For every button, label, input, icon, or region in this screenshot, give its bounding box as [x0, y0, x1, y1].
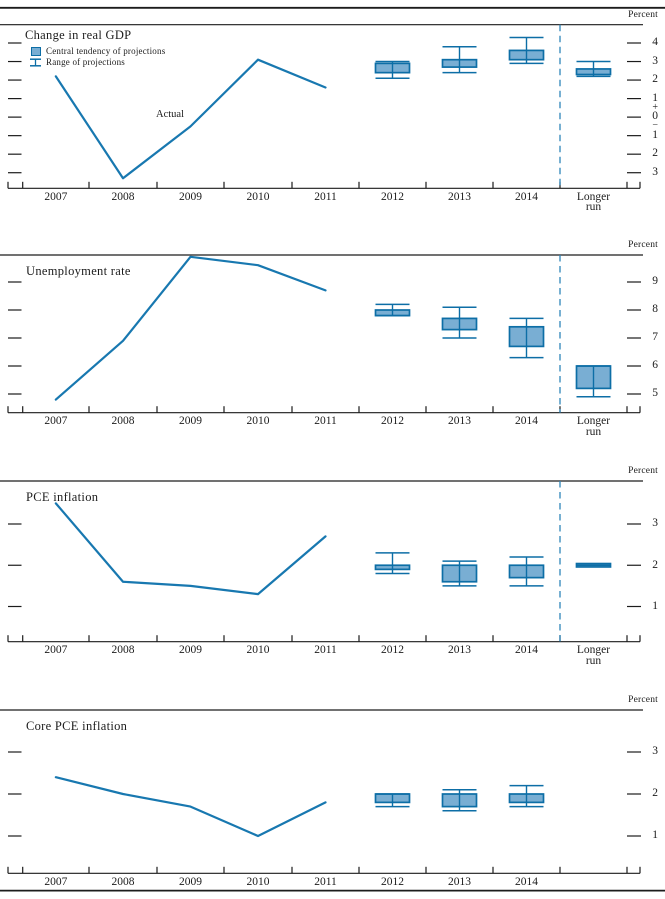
- y-tick-label: 1: [652, 599, 658, 612]
- x-longer-run-label: Longer: [576, 414, 611, 427]
- legend-central-label: Central tendency of projections: [46, 45, 166, 56]
- x-year-label: 2014: [515, 190, 538, 203]
- legend-item-central-tendency: Central tendency of projections: [28, 46, 165, 56]
- x-year-label: 2009: [179, 643, 202, 656]
- y-tick-label: 1: [652, 91, 658, 104]
- y-tick-label: 2: [652, 558, 658, 571]
- x-year-label: 2010: [246, 414, 270, 427]
- x-year-label: 2011: [314, 643, 337, 656]
- sign-negative-label: −: [652, 120, 658, 132]
- unit-label-percent: Percent: [628, 466, 658, 476]
- y-tick-label: 3: [652, 517, 658, 530]
- x-year-label: 2010: [246, 190, 270, 203]
- x-year-label: 2014: [515, 414, 538, 427]
- x-year-label: 2012: [381, 643, 404, 656]
- x-year-label: 2009: [179, 190, 202, 203]
- unit-label-percent: Percent: [628, 695, 658, 705]
- x-year-label: 2011: [314, 414, 337, 427]
- legend-glyph-column: [28, 46, 43, 56]
- x-year-label: 2012: [381, 414, 404, 427]
- y-tick-label: 1: [652, 829, 658, 842]
- x-year-label: 2008: [111, 875, 135, 888]
- y-tick-label: 6: [652, 359, 658, 372]
- actual-line: [54, 776, 327, 838]
- central-tendency-swatch-icon: [30, 46, 41, 56]
- y-tick-label: 8: [652, 303, 658, 316]
- x-year-label: 2007: [44, 414, 68, 427]
- panel-title-core-pce-inflation: Core PCE inflation: [26, 719, 128, 733]
- x-longer-run-label: run: [585, 425, 602, 438]
- x-year-label: 2013: [448, 643, 471, 656]
- range-of-projections-icon: [30, 57, 41, 67]
- x-year-label: 2007: [44, 875, 68, 888]
- x-year-label: 2008: [111, 414, 135, 427]
- legend: Central tendency of projections Range of…: [28, 46, 165, 68]
- x-year-label: 2013: [448, 414, 471, 427]
- panel-title-gdp: Change in real GDP: [25, 28, 132, 42]
- y-tick-label: 7: [652, 331, 658, 344]
- y-tick-label: 0: [652, 110, 658, 123]
- x-year-label: 2012: [381, 190, 404, 203]
- actual-line: [54, 502, 327, 596]
- x-year-label: 2010: [246, 643, 270, 656]
- x-longer-run-label: Longer: [576, 643, 611, 656]
- unit-label-percent: Percent: [628, 10, 658, 20]
- x-year-label: 2007: [44, 190, 68, 203]
- legend-item-range: Range of projections: [28, 57, 165, 67]
- x-year-label: 2009: [179, 875, 202, 888]
- legend-range-label: Range of projections: [46, 56, 125, 67]
- y-tick-label: 2: [652, 787, 658, 800]
- legend-glyph-column: [28, 57, 43, 67]
- y-tick-label: 4: [652, 36, 658, 49]
- x-year-label: 2011: [314, 190, 337, 203]
- x-year-label: 2013: [448, 875, 471, 888]
- x-year-label: 2008: [111, 190, 135, 203]
- x-year-label: 2013: [448, 190, 471, 203]
- actual-line: [54, 58, 327, 180]
- y-tick-label: 9: [652, 275, 658, 288]
- actual-line: [54, 255, 327, 401]
- x-year-label: 2011: [314, 875, 337, 888]
- x-longer-run-label: Longer: [576, 190, 611, 203]
- x-year-label: 2012: [381, 875, 404, 888]
- y-tick-label: 2: [652, 73, 658, 86]
- y-tick-label: 3: [652, 54, 658, 67]
- y-tick-label: 5: [652, 387, 658, 400]
- x-year-label: 2014: [515, 875, 538, 888]
- y-tick-label: 1: [652, 128, 658, 141]
- y-tick-label: 3: [652, 745, 658, 758]
- actual-annotation: Actual: [156, 109, 184, 120]
- x-year-label: 2008: [111, 643, 135, 656]
- x-year-label: 2007: [44, 643, 68, 656]
- x-longer-run-label: run: [585, 201, 602, 214]
- y-tick-label: 3: [652, 166, 658, 178]
- unit-label-percent: Percent: [628, 240, 658, 250]
- x-year-label: 2014: [515, 643, 538, 656]
- y-tick-label: 2: [652, 147, 658, 160]
- panel-title-pce-inflation: PCE inflation: [26, 490, 99, 504]
- sign-positive-label: +: [652, 101, 658, 113]
- x-longer-run-label: run: [585, 654, 602, 667]
- panel-title-unemployment: Unemployment rate: [26, 264, 131, 278]
- x-year-label: 2010: [246, 875, 270, 888]
- x-year-label: 2009: [179, 414, 202, 427]
